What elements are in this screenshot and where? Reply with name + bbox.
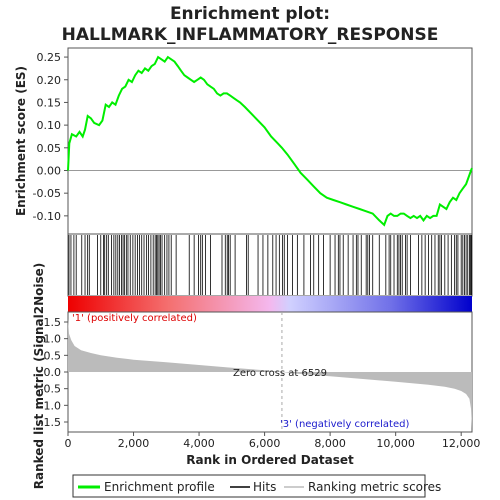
x-ticks: 0 2,000 4,000 6,000 8,000 10,000 12,000 [65,432,481,450]
metric-y-tick-label: -1.0 [40,399,61,412]
metric-y-ticks: 1.5 1.0 0.5 0.0 -0.5 -1.0 -1.5 [40,316,68,429]
enrichment-profile-line [67,55,473,227]
metric-y-tick-label: 0.0 [44,366,62,379]
x-tick-label: 12,000 [442,437,481,450]
x-tick-label: 4,000 [183,437,215,450]
es-y-tick-label: -0.10 [33,210,61,223]
metric-y-tick-label: -1.5 [40,416,61,429]
x-tick-label: 6,000 [249,437,281,450]
legend-hits-label: Hits [253,480,276,494]
ranking-gradient-bar [68,296,472,312]
zero-cross-label: Zero cross at 6529 [233,368,327,379]
x-axis-label: Rank in Ordered Dataset [186,453,354,467]
es-y-tick-label: 0.00 [37,164,62,177]
metric-y-tick-label: -0.5 [40,383,61,396]
chart-title-line2: HALLMARK_INFLAMMATORY_RESPONSE [62,25,439,45]
es-y-tick-label: -0.05 [33,187,61,200]
es-y-axis-label: Enrichment score (ES) [14,66,28,216]
x-tick-label: 2,000 [118,437,150,450]
legend-enrichment-label: Enrichment profile [104,480,215,494]
ranking-metric-area [68,318,472,429]
metric-y-tick-label: 1.5 [44,316,62,329]
es-y-tick-label: 0.05 [37,142,62,155]
es-y-tick-label: 0.20 [37,74,62,87]
metric-y-tick-label: 0.5 [44,349,62,362]
x-tick-label: 0 [65,437,72,450]
positive-correlated-label: '1' (positively correlated) [72,313,197,324]
es-y-tick-label: 0.10 [37,119,62,132]
es-y-ticks: 0.25 0.20 0.15 0.10 0.05 0.00 -0.05 -0.10 [33,51,68,223]
metric-y-tick-label: 1.0 [44,333,62,346]
x-tick-label: 8,000 [314,437,346,450]
es-y-tick-label: 0.15 [37,96,62,109]
x-tick-label: 10,000 [376,437,415,450]
metric-y-axis-label: Ranked list metric (Signal2Noise) [32,263,46,490]
legend-metric-label: Ranking metric scores [308,480,441,494]
es-panel-frame [67,47,473,235]
hits-marks [68,235,472,295]
es-y-tick-label: 0.25 [37,51,62,64]
hits-panel-frame [67,233,473,297]
legend-box [72,474,426,498]
chart-title-line1: Enrichment plot: [170,4,330,24]
negative-correlated-label: '3' (negatively correlated) [280,419,409,430]
